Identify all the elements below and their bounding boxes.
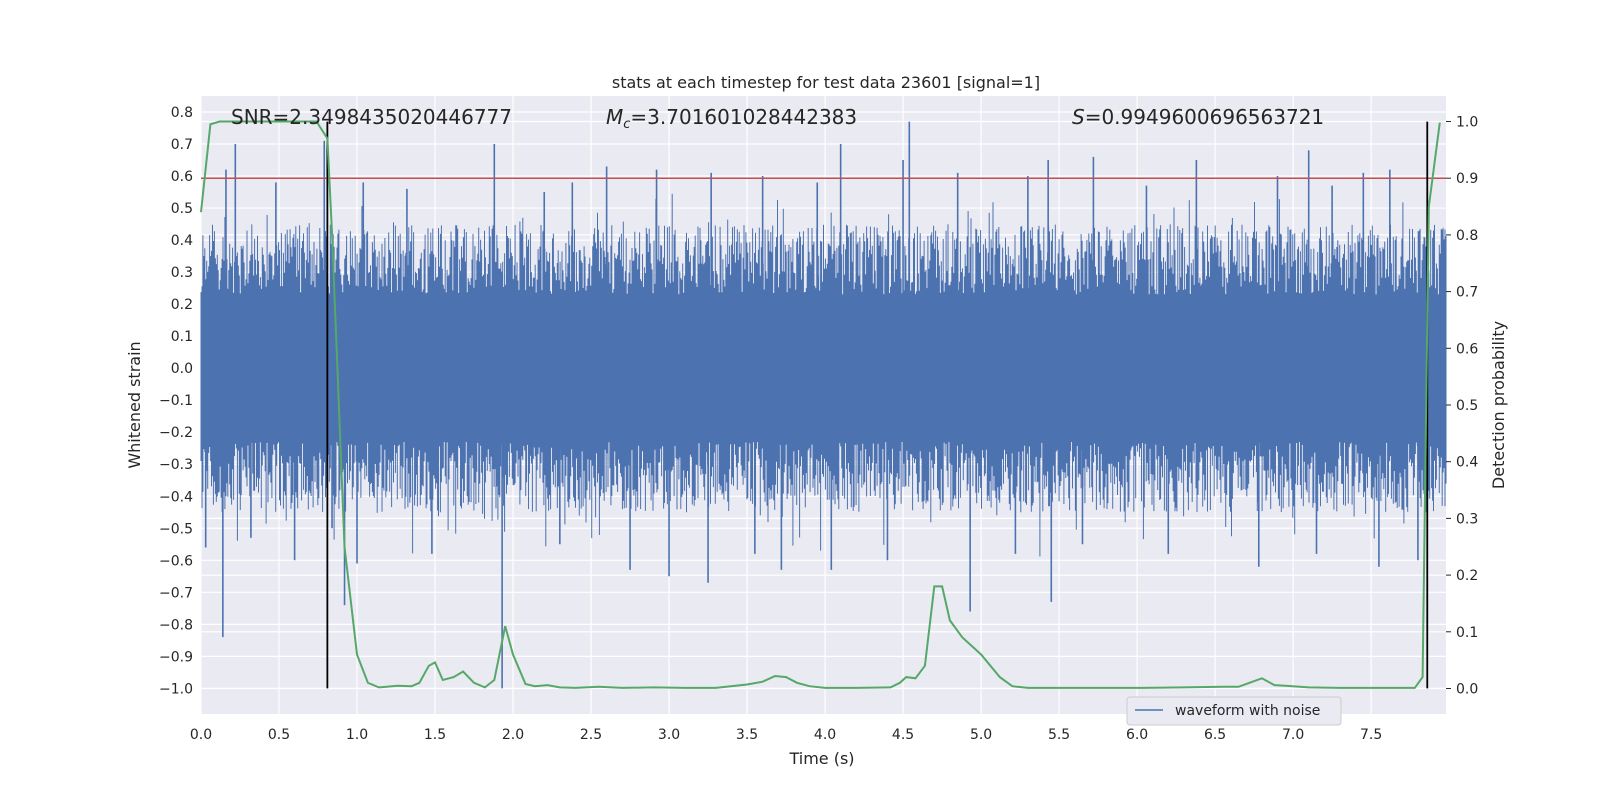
y-right-tick-label: 0.6 xyxy=(1456,341,1478,357)
y-tick-label: −0.4 xyxy=(159,489,193,505)
y-tick-label: 0.8 xyxy=(171,105,193,121)
legend: waveform with noise xyxy=(1126,696,1342,726)
legend-box xyxy=(1126,696,1342,726)
score-annotation: S=0.9949600696563721 xyxy=(1072,105,1324,129)
chirp-mass-symbol: M xyxy=(606,105,623,129)
y-right-tick-label: 0.3 xyxy=(1456,511,1478,527)
y-tick-label: 0.3 xyxy=(171,265,193,281)
x-tick-label: 2.0 xyxy=(502,727,524,743)
x-tick-label: 4.0 xyxy=(814,727,836,743)
x-tick-label: 3.0 xyxy=(658,727,680,743)
chirp-mass-value: =3.701601028442383 xyxy=(630,105,857,129)
legend-entry: waveform with noise xyxy=(1175,703,1320,719)
y-right-tick-label: 0.0 xyxy=(1456,681,1478,697)
waveform-with-noise-series xyxy=(200,121,1447,689)
chart-title: stats at each timestep for test data 236… xyxy=(612,73,1040,92)
snr-annotation: SNR=2.3498435020446777 xyxy=(231,105,512,129)
overlay-lines xyxy=(201,121,1446,689)
y-tick-label: −0.1 xyxy=(159,393,193,409)
x-tick-label: 1.0 xyxy=(346,727,368,743)
y-right-tick-label: 0.7 xyxy=(1456,285,1478,301)
detection-probability-series xyxy=(200,120,1441,689)
score-symbol: S xyxy=(1072,105,1085,129)
y-tick-label: −0.6 xyxy=(159,553,193,569)
x-tick-label: 6.5 xyxy=(1204,727,1226,743)
y-tick-label: −0.5 xyxy=(159,521,193,537)
y-tick-label: 0.1 xyxy=(171,329,193,345)
x-axis-label: Time (s) xyxy=(788,749,854,768)
y-axis-label: Whitened strain xyxy=(125,341,144,468)
x-tick-label: 1.5 xyxy=(424,727,446,743)
y-tick-label: −1.0 xyxy=(159,681,193,697)
y-tick-label: 0.6 xyxy=(171,169,193,185)
y-right-tick-label: 0.9 xyxy=(1456,171,1478,187)
y-tick-label: 0.0 xyxy=(171,361,193,377)
chirp-mass-subscript: c xyxy=(623,117,630,132)
y-tick-label: −0.3 xyxy=(159,457,193,473)
x-tick-label: 5.0 xyxy=(970,727,992,743)
x-tick-label: 3.5 xyxy=(736,727,758,743)
chirp-mass-annotation: Mc=3.701601028442383 xyxy=(606,105,857,132)
x-tick-label: 2.5 xyxy=(580,727,602,743)
y-axis-right-label: Detection probability xyxy=(1489,321,1508,489)
y-right-tick-label: 1.0 xyxy=(1456,115,1478,131)
x-tick-label: 5.5 xyxy=(1048,727,1070,743)
y-tick-label: −0.9 xyxy=(159,649,193,665)
score-value: =0.9949600696563721 xyxy=(1085,105,1324,129)
y-tick-label: 0.5 xyxy=(171,201,193,217)
y-tick-label: 0.4 xyxy=(171,233,193,249)
y-tick-label: 0.2 xyxy=(171,297,193,313)
tick-labels: 0.0 0.5 1.0 1.5 2.0 2.5 3.0 3.5 4.0 4.5 5.0 5.5 6.0 6… xyxy=(159,105,1478,743)
y-right-tick-label: 0.8 xyxy=(1456,228,1478,244)
y-tick-label: 0.7 xyxy=(171,137,193,153)
y-right-tick-label: 0.2 xyxy=(1456,568,1478,584)
x-tick-label: 0.0 xyxy=(190,727,212,743)
y-right-tick-label: 0.1 xyxy=(1456,625,1478,641)
detection-probability-line xyxy=(200,120,1441,689)
y-tick-label: −0.2 xyxy=(159,425,193,441)
y-right-tick-label: 0.5 xyxy=(1456,398,1478,414)
x-tick-label: 4.5 xyxy=(892,727,914,743)
x-tick-label: 0.5 xyxy=(268,727,290,743)
x-tick-label: 7.5 xyxy=(1360,727,1382,743)
y-right-tick-label: 0.4 xyxy=(1456,455,1478,471)
x-tick-label: 6.0 xyxy=(1126,727,1148,743)
y-tick-label: −0.7 xyxy=(159,585,193,601)
x-tick-label: 7.0 xyxy=(1282,727,1304,743)
y-tick-label: −0.8 xyxy=(159,617,193,633)
